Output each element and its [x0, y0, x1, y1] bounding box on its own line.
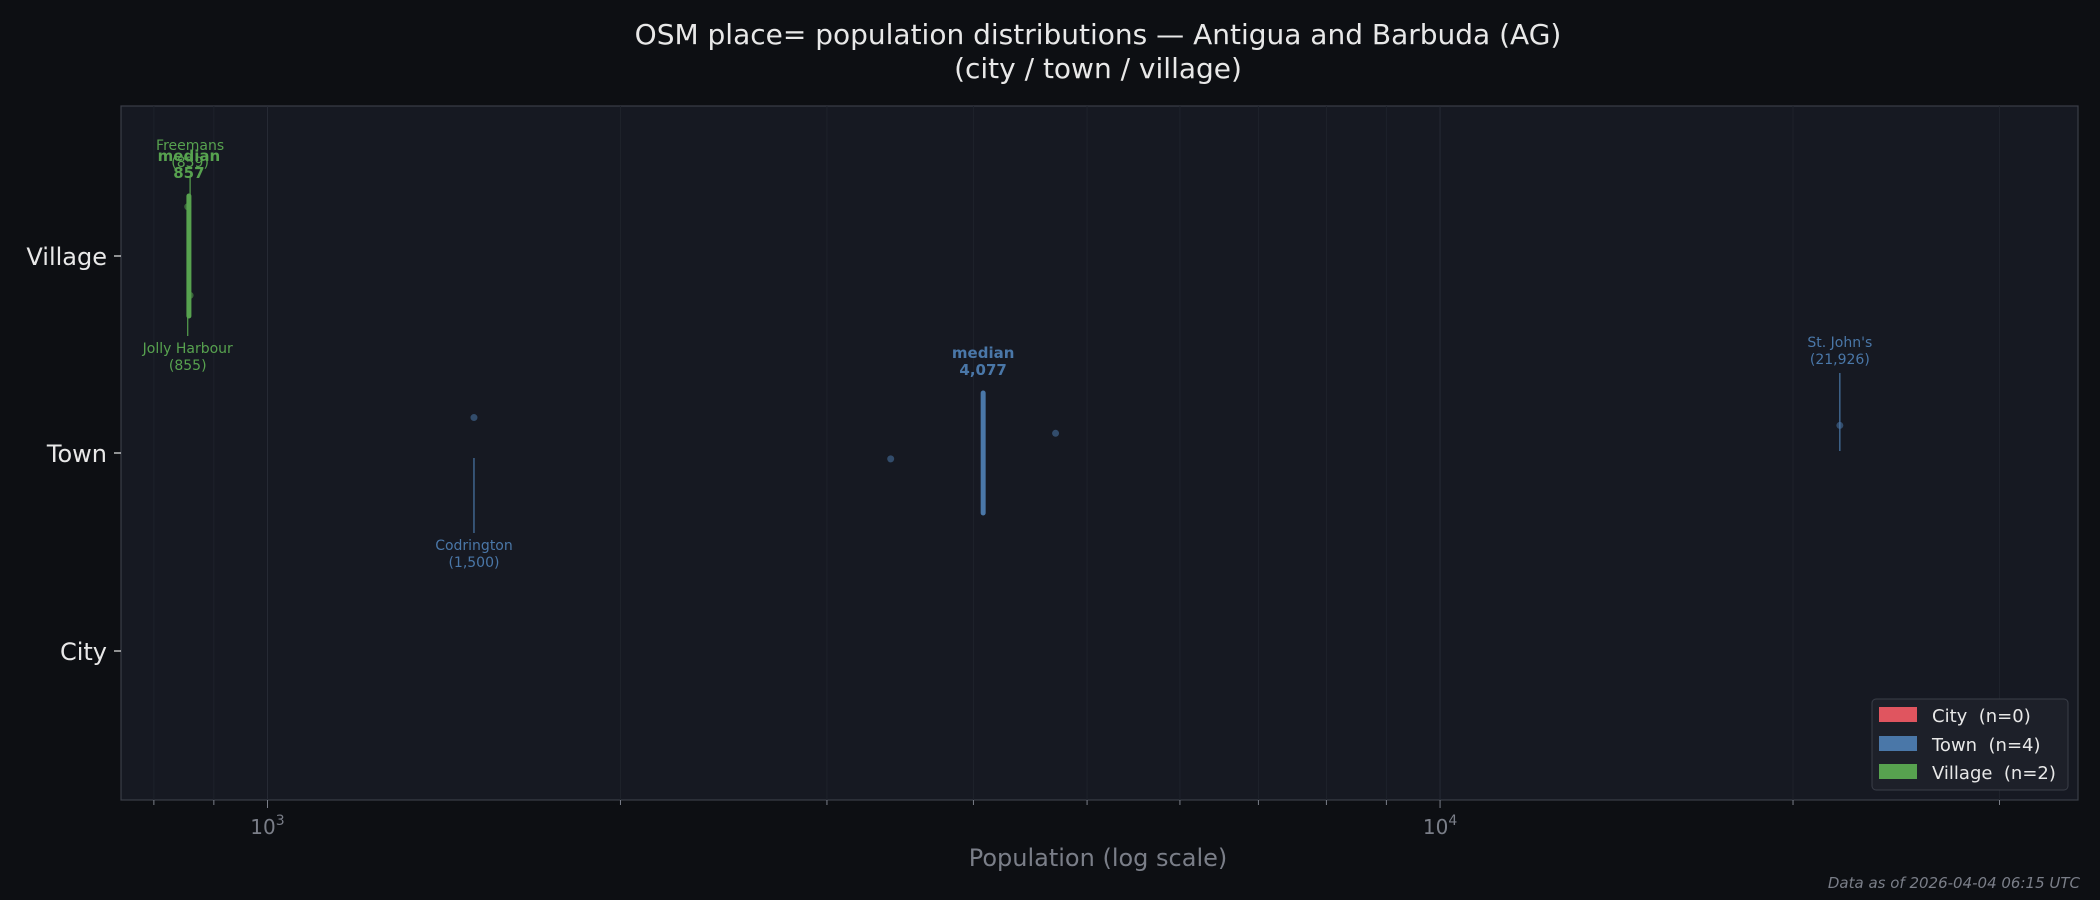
annotation-pop-village: (855) — [169, 358, 207, 374]
chart-title-line1: OSM place= population distributions — An… — [635, 18, 1562, 51]
legend-swatch-city — [1879, 707, 1917, 722]
y-tick-label: Village — [26, 243, 107, 271]
data-point-town — [1052, 429, 1060, 437]
footer-timestamp: Data as of 2026-04-04 06:15 UTC — [1828, 874, 2081, 892]
annotation-name-village: Jolly Harbour — [142, 341, 233, 357]
y-tick-label: City — [60, 638, 107, 666]
legend-swatch-village — [1879, 764, 1917, 779]
x-axis-label: Population (log scale) — [969, 844, 1228, 872]
data-point-town — [887, 455, 895, 463]
x-tick-label: 104 — [1423, 813, 1457, 839]
median-value-village: 857 — [173, 164, 204, 182]
annotation-name-village: Freemans — [156, 138, 224, 154]
axes: 103 104 Village Town City — [26, 243, 2001, 839]
median-label-town: median — [952, 344, 1014, 362]
legend-frame — [1871, 698, 2069, 791]
annotation-name-town: Codrington — [435, 538, 513, 554]
legend-label-village: Village (n=2) — [1932, 763, 2056, 784]
chart-title-line2: (city / town / village) — [954, 52, 1242, 85]
legend-label-town: Town (n=4) — [1931, 735, 2041, 756]
annotation-name-town: St. John's — [1807, 335, 1872, 351]
legend: City (n=0) Town (n=4) Village (n=2) — [1871, 698, 2069, 791]
plot-area — [120, 105, 2079, 801]
x-tick-label: 103 — [250, 813, 284, 839]
grid — [153, 106, 2001, 800]
data-point-town — [470, 414, 478, 422]
annotation-pop-town: (1,500) — [448, 555, 499, 571]
annotation-pop-village: (859) — [171, 155, 209, 171]
y-tick-label: Town — [46, 440, 107, 468]
legend-swatch-town — [1879, 736, 1917, 751]
legend-label-city: City (n=0) — [1932, 706, 2031, 727]
annotation-pop-town: (21,926) — [1810, 352, 1870, 368]
median-value-town: 4,077 — [959, 361, 1006, 379]
median-label-village: median — [158, 147, 220, 165]
